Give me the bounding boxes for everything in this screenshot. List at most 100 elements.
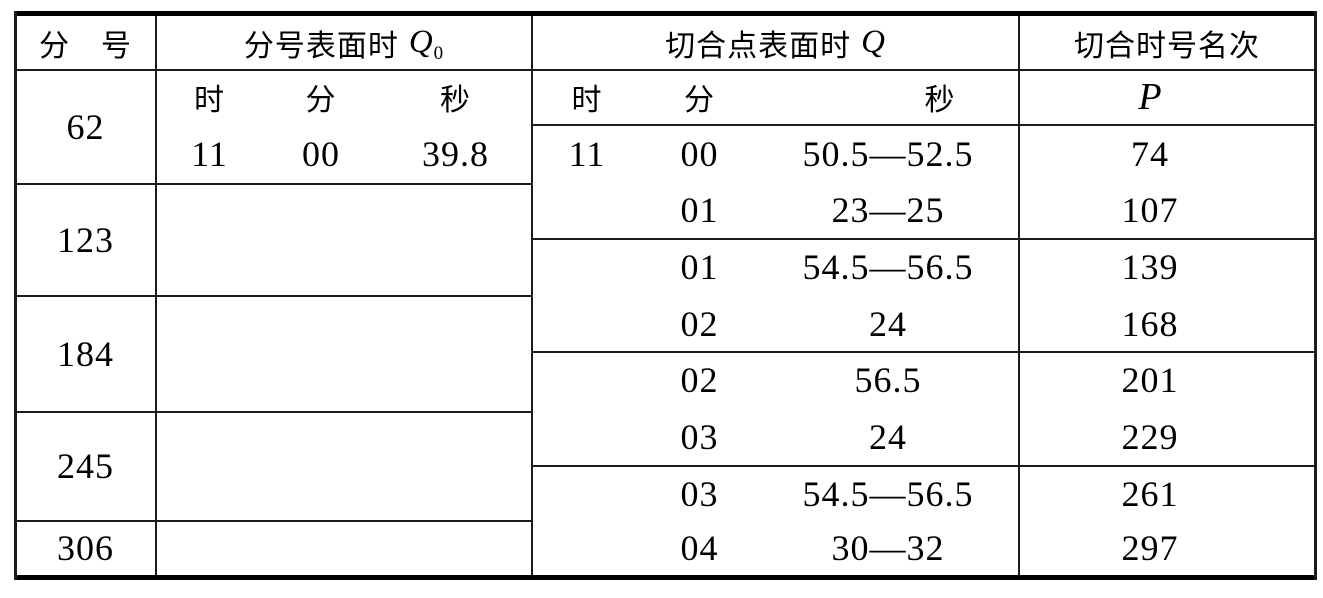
id-123-text: 123 [57, 219, 114, 260]
q0-minute-value: 00 [262, 127, 380, 181]
header-rank-label: 切合时号名次 [1074, 29, 1260, 63]
q-hour-cell [532, 521, 642, 575]
q-minute-cell: 01 [642, 182, 757, 237]
header-cell-rank: 切合时号名次 [1020, 16, 1314, 69]
rank-cell: 168 [1020, 296, 1280, 351]
q-data-row: 04 30—32 [532, 521, 1019, 575]
table-bottom-border [14, 575, 1317, 580]
id-245-text: 245 [57, 446, 114, 486]
q0-hour-value: 11 [157, 127, 262, 181]
header-cell-q0: 分号表面时 Q 0 [157, 16, 531, 69]
grid-line-h-right-1 [531, 238, 1314, 240]
q-second-text: 24 [869, 303, 907, 344]
q-minute-cell: 02 [642, 296, 757, 351]
table-top-border [14, 11, 1317, 16]
grid-line-h-left-1 [16, 183, 533, 185]
q-subheader-second-label: 秒 [924, 84, 956, 117]
rank-cell: 261 [1020, 466, 1280, 521]
header-q-symbol: Q [861, 24, 886, 60]
grid-line-h-right-2 [531, 351, 1314, 353]
q-hour-cell [532, 409, 642, 464]
header-q0-subscript: 0 [433, 43, 445, 64]
q0-second-value: 39.8 [380, 127, 531, 181]
id-62-text: 62 [66, 106, 105, 147]
q-minute-cell: 03 [642, 466, 757, 521]
q-second-text: 54.5—56.5 [802, 246, 974, 287]
q0-subheader-minute-label: 分 [305, 84, 337, 117]
q0-subheader-second-label: 秒 [440, 84, 471, 117]
q-minute-text: 01 [680, 246, 719, 287]
rank-cell: 201 [1020, 352, 1280, 407]
id-cell-306: 306 [16, 521, 155, 575]
rank-subheader-p-label: P [1138, 76, 1162, 118]
q-second-cell: 30—32 [757, 521, 1019, 575]
id-184-text: 184 [57, 333, 114, 374]
header-q0-prefix: 分号表面时 [243, 29, 399, 63]
q0-second-text: 39.8 [422, 134, 489, 174]
id-306-text: 306 [57, 528, 114, 568]
grid-line-h-left-2 [16, 295, 533, 297]
q-hour-cell [532, 466, 642, 521]
q-second-text: 24 [869, 416, 907, 457]
rank-text: 168 [1121, 303, 1179, 344]
q-minute-cell: 04 [642, 521, 757, 575]
q-hour-cell [532, 182, 642, 237]
id-cell-123: 123 [16, 184, 155, 295]
q-data-row: 03 54.5—56.5 [532, 466, 1019, 521]
q0-data-row: 11 00 39.8 [157, 127, 531, 181]
q-hour-text: 11 [568, 133, 606, 174]
q0-subheader-hour-label: 时 [194, 84, 225, 117]
q-data-row: 02 56.5 [532, 352, 1019, 407]
q-minute-text: 02 [680, 359, 719, 400]
q-minute-cell: 03 [642, 409, 757, 464]
rank-text: 201 [1121, 359, 1179, 400]
q-hour-cell: 11 [532, 126, 642, 181]
grid-line-h-right-subheader [531, 124, 1314, 126]
q-hour-cell [532, 352, 642, 407]
q-data-row: 03 24 [532, 409, 1019, 464]
q-second-cell: 54.5—56.5 [757, 466, 1019, 521]
q-second-text: 54.5—56.5 [802, 473, 974, 514]
q-second-text: 56.5 [854, 359, 922, 400]
grid-line-v-rank [1018, 16, 1020, 575]
grid-line-h-header [16, 69, 1314, 71]
header-cell-id: 分 号 [16, 16, 155, 69]
q-hour-cell [532, 296, 642, 351]
header-q-prefix: 切合点表面时 [665, 29, 852, 63]
id-cell-184: 184 [16, 296, 155, 411]
q-data-row: 01 23—25 [532, 182, 1019, 237]
q-subheader-second: 秒 [855, 70, 1025, 124]
q-second-cell: 56.5 [757, 352, 1019, 407]
id-cell-245: 245 [16, 412, 155, 520]
q0-hour-text: 11 [191, 134, 228, 174]
q-data-row: 11 00 50.5—52.5 [532, 126, 1019, 181]
q0-subheader-second: 秒 [380, 70, 531, 124]
rank-text: 229 [1121, 416, 1179, 457]
grid-line-h-left-4 [16, 520, 533, 522]
grid-line-h-right-3 [531, 465, 1314, 467]
rank-text: 261 [1121, 473, 1179, 514]
q-minute-cell: 01 [642, 239, 757, 294]
q-second-text: 30—32 [831, 528, 945, 568]
header-id-label: 分 号 [39, 29, 132, 63]
q-minute-cell: 02 [642, 352, 757, 407]
q-second-cell: 24 [757, 296, 1019, 351]
grid-line-h-left-3 [16, 411, 533, 413]
q-second-text: 23—25 [831, 189, 945, 230]
header-q0-symbol: Q [408, 24, 434, 60]
q0-subheader-row: 时 分 秒 [157, 70, 531, 124]
q-minute-text: 03 [680, 416, 719, 457]
rank-cell: 297 [1020, 521, 1280, 575]
q-subheader-hour-label: 时 [571, 84, 603, 117]
q-minute-text: 03 [680, 473, 719, 514]
table-right-border [1314, 11, 1317, 580]
rank-cell: 107 [1020, 182, 1280, 237]
q0-subheader-minute: 分 [262, 70, 380, 124]
rank-text: 139 [1121, 246, 1179, 287]
q-data-row: 01 54.5—56.5 [532, 239, 1019, 294]
q0-minute-text: 00 [302, 134, 340, 174]
id-cell-62: 62 [16, 70, 155, 183]
q-hour-cell [532, 239, 642, 294]
q-second-cell: 23—25 [757, 182, 1019, 237]
